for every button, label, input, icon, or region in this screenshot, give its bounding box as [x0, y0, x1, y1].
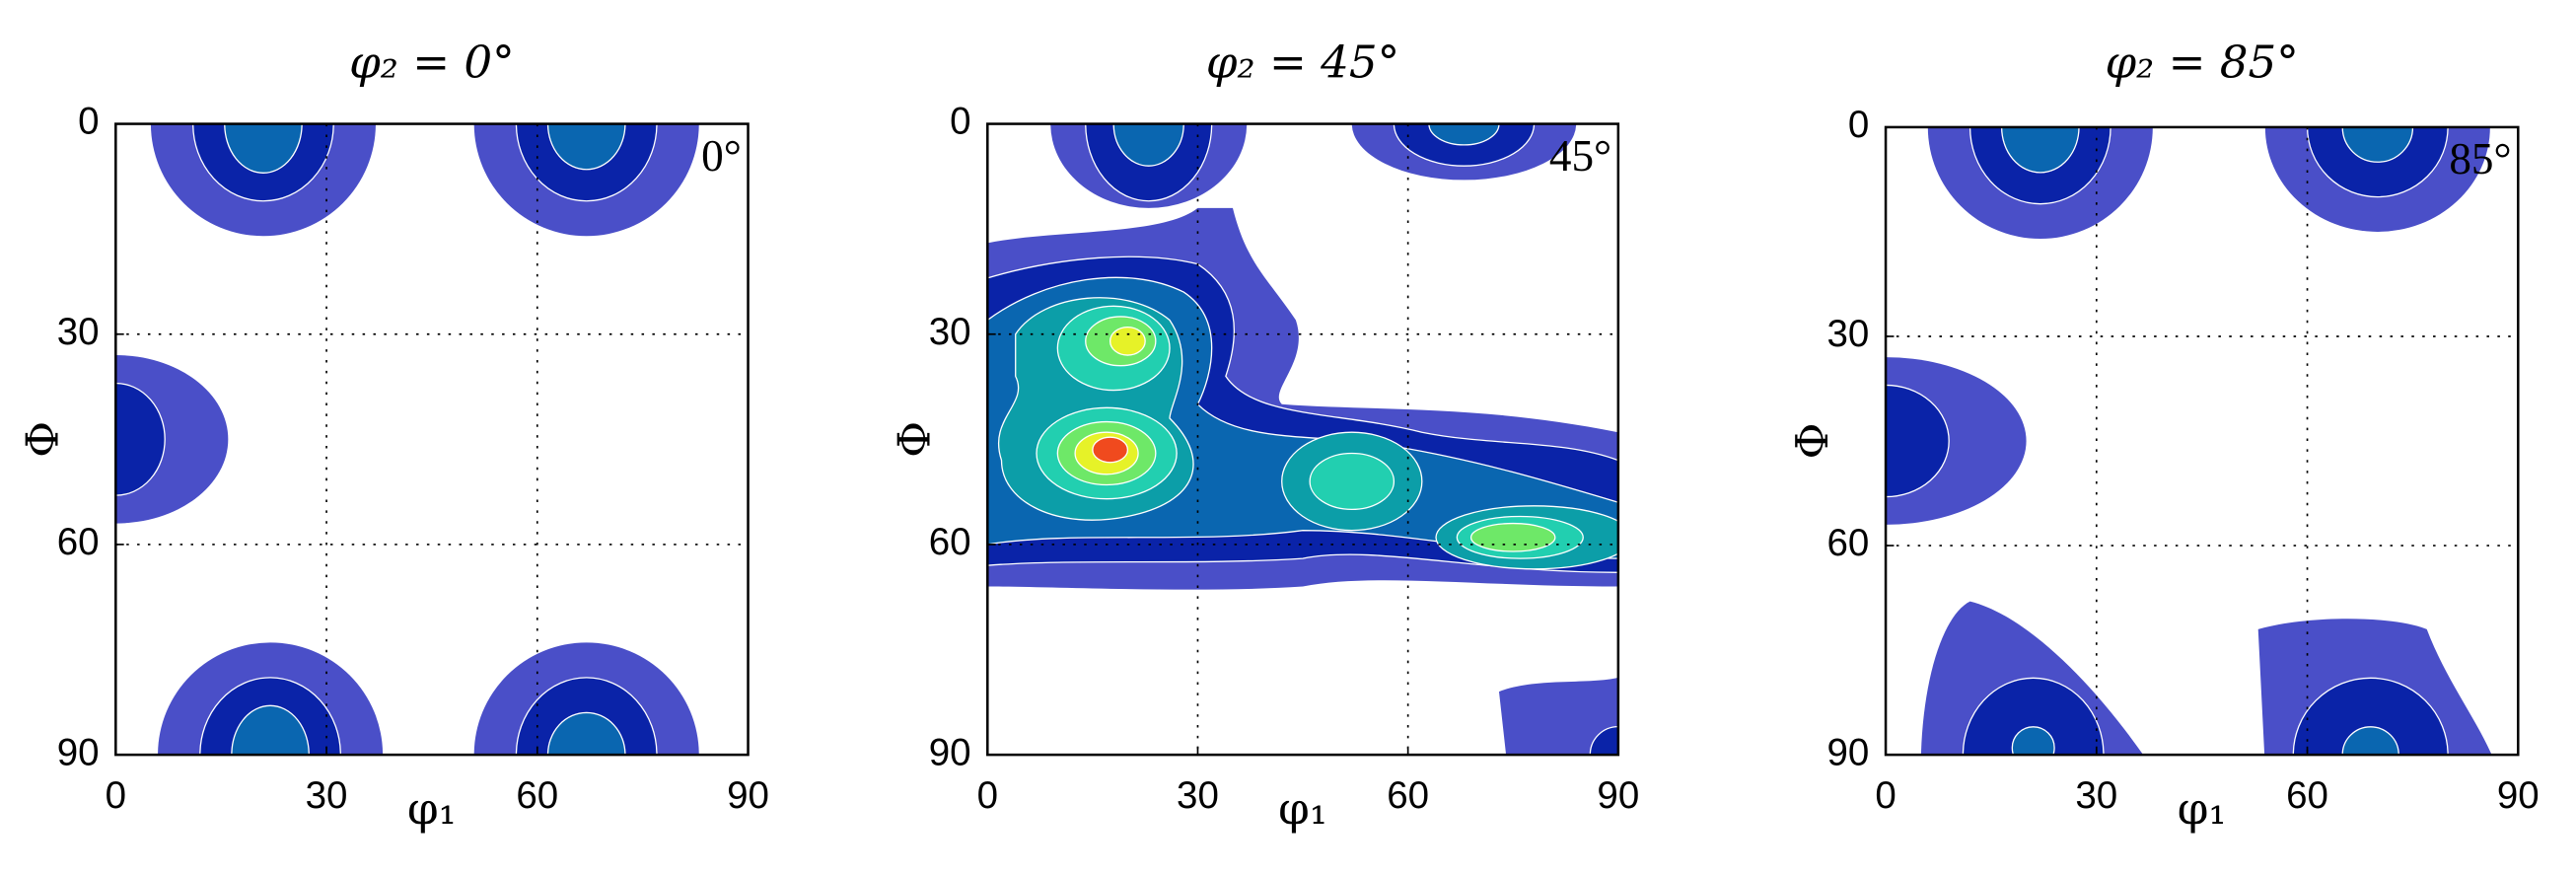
- x-tick-label: 60: [516, 774, 558, 817]
- x-tick-label: 0: [106, 774, 126, 817]
- plot-frame: [986, 122, 1620, 757]
- plot-frame: [114, 122, 750, 757]
- contour-panel-2: [987, 123, 1618, 756]
- x-tick-label: 90: [2497, 774, 2540, 817]
- chart-title: φ₂ = 45°: [1206, 36, 1399, 88]
- x-tick-label: 60: [2286, 774, 2328, 817]
- y-tick-label: 0: [950, 101, 970, 143]
- x-axis-label: φ₁: [407, 782, 457, 835]
- x-tick-label: 90: [1597, 774, 1639, 817]
- plot-frame: [1884, 125, 2520, 757]
- x-tick-label: 30: [1177, 774, 1219, 817]
- chart-title: φ₂ = 0°: [349, 36, 515, 88]
- y-tick-label: 0: [1848, 104, 1869, 146]
- y-axis-label: Φ: [1786, 422, 1838, 459]
- x-tick-label: 90: [727, 774, 769, 817]
- panel-annotation: 45°: [1549, 131, 1611, 181]
- y-tick-label: 0: [78, 101, 99, 143]
- y-tick-label: 60: [1826, 522, 1869, 564]
- y-axis-label: Φ: [16, 421, 68, 458]
- x-tick-label: 0: [1875, 774, 1896, 817]
- y-tick-label: 90: [57, 731, 100, 773]
- x-tick-label: 60: [1387, 774, 1429, 817]
- contour-panel-3: [1886, 126, 2492, 756]
- x-tick-label: 30: [306, 774, 348, 817]
- y-tick-label: 90: [929, 731, 971, 773]
- x-axis-label: φ₁: [2178, 782, 2227, 835]
- y-tick-label: 30: [929, 311, 971, 353]
- y-tick-label: 60: [57, 521, 100, 563]
- y-tick-label: 30: [1826, 313, 1869, 355]
- y-axis-label: Φ: [888, 421, 940, 458]
- panel-annotation: 0°: [701, 131, 742, 181]
- y-tick-label: 90: [1826, 731, 1869, 773]
- x-axis-label: φ₁: [1278, 782, 1327, 835]
- y-tick-label: 60: [929, 521, 971, 563]
- chart-title: φ₂ = 85°: [2105, 36, 2298, 88]
- contour-panel-1: [115, 123, 699, 756]
- panel-annotation: 85°: [2449, 134, 2511, 183]
- x-tick-label: 30: [2075, 774, 2117, 817]
- x-tick-label: 0: [977, 774, 998, 817]
- y-tick-label: 30: [57, 311, 100, 353]
